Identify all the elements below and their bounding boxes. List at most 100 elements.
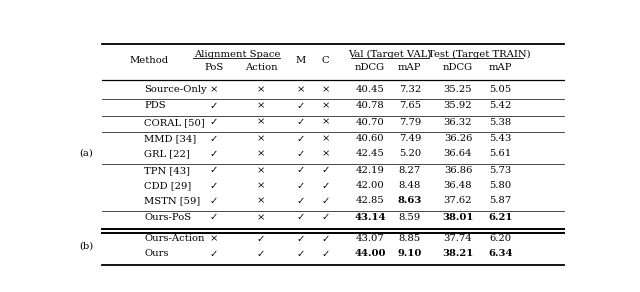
Text: 5.38: 5.38 [490, 118, 512, 127]
Text: 5.73: 5.73 [490, 166, 512, 175]
Text: 8.85: 8.85 [399, 234, 421, 243]
Text: CDD [29]: CDD [29] [145, 181, 192, 190]
Text: ✓: ✓ [257, 234, 265, 244]
Text: ×: × [210, 85, 218, 94]
Text: 6.20: 6.20 [490, 234, 511, 243]
Text: ×: × [257, 134, 265, 143]
Text: Val (Target VAL): Val (Target VAL) [348, 50, 432, 59]
Text: nDCG: nDCG [443, 63, 473, 72]
Text: ✓: ✓ [321, 234, 330, 244]
Text: 5.42: 5.42 [490, 101, 512, 110]
Text: ✓: ✓ [296, 165, 305, 175]
Text: 36.64: 36.64 [444, 150, 472, 159]
Text: 37.74: 37.74 [444, 234, 472, 243]
Text: 35.25: 35.25 [444, 85, 472, 94]
Text: 40.60: 40.60 [356, 134, 385, 143]
Text: M: M [296, 56, 306, 65]
Text: 9.10: 9.10 [397, 249, 422, 258]
Text: 36.48: 36.48 [444, 181, 472, 190]
Text: C: C [322, 56, 330, 65]
Text: CORAL [50]: CORAL [50] [145, 118, 205, 127]
Text: 42.85: 42.85 [356, 197, 385, 206]
Text: ×: × [257, 197, 265, 206]
Text: ✓: ✓ [210, 249, 218, 259]
Text: ×: × [321, 150, 330, 159]
Text: ✓: ✓ [210, 196, 218, 206]
Text: 5.87: 5.87 [490, 197, 512, 206]
Text: 36.86: 36.86 [444, 166, 472, 175]
Text: ✓: ✓ [257, 249, 265, 259]
Text: ✓: ✓ [296, 234, 305, 244]
Text: Ours-PoS: Ours-PoS [145, 213, 191, 222]
Text: ✓: ✓ [321, 196, 330, 206]
Text: ✓: ✓ [296, 181, 305, 191]
Text: ×: × [321, 118, 330, 127]
Text: ×: × [210, 234, 218, 243]
Text: ✓: ✓ [210, 149, 218, 159]
Text: ×: × [257, 150, 265, 159]
Text: ×: × [257, 118, 265, 127]
Text: ×: × [257, 181, 265, 190]
Text: 40.45: 40.45 [356, 85, 385, 94]
Text: ✓: ✓ [296, 212, 305, 223]
Text: ✓: ✓ [321, 181, 330, 191]
Text: ✓: ✓ [210, 212, 218, 223]
Text: 42.00: 42.00 [356, 181, 385, 190]
Text: ✓: ✓ [321, 212, 330, 223]
Text: 7.49: 7.49 [399, 134, 421, 143]
Text: 5.20: 5.20 [399, 150, 421, 159]
Text: GRL [22]: GRL [22] [145, 150, 190, 159]
Text: ✓: ✓ [296, 196, 305, 206]
Text: 7.79: 7.79 [399, 118, 421, 127]
Text: ✓: ✓ [321, 249, 330, 259]
Text: 8.63: 8.63 [397, 197, 422, 206]
Text: 37.62: 37.62 [444, 197, 472, 206]
Text: Method: Method [130, 56, 169, 65]
Text: PoS: PoS [204, 63, 223, 72]
Text: 36.26: 36.26 [444, 134, 472, 143]
Text: 8.27: 8.27 [399, 166, 421, 175]
Text: mAP: mAP [489, 63, 513, 72]
Text: 42.45: 42.45 [356, 150, 385, 159]
Text: ×: × [257, 85, 265, 94]
Text: 44.00: 44.00 [355, 249, 386, 258]
Text: mAP: mAP [398, 63, 422, 72]
Text: 7.32: 7.32 [399, 85, 421, 94]
Text: 43.14: 43.14 [355, 213, 386, 222]
Text: 42.19: 42.19 [356, 166, 385, 175]
Text: ×: × [257, 101, 265, 110]
Text: Ours: Ours [145, 249, 169, 258]
Text: ✓: ✓ [296, 101, 305, 111]
Text: 8.59: 8.59 [399, 213, 421, 222]
Text: 38.01: 38.01 [442, 213, 474, 222]
Text: 5.43: 5.43 [490, 134, 512, 143]
Text: Ours-Action: Ours-Action [145, 234, 205, 243]
Text: ×: × [321, 85, 330, 94]
Text: (a): (a) [79, 149, 93, 158]
Text: ×: × [321, 101, 330, 110]
Text: 6.34: 6.34 [488, 249, 513, 258]
Text: Test (Target TRAIN): Test (Target TRAIN) [428, 50, 531, 59]
Text: 5.80: 5.80 [490, 181, 512, 190]
Text: ✓: ✓ [296, 249, 305, 259]
Text: 40.70: 40.70 [356, 118, 385, 127]
Text: 5.05: 5.05 [490, 85, 512, 94]
Text: 40.78: 40.78 [356, 101, 385, 110]
Text: 38.21: 38.21 [442, 249, 474, 258]
Text: 5.61: 5.61 [490, 150, 512, 159]
Text: ✓: ✓ [296, 134, 305, 144]
Text: ✓: ✓ [321, 165, 330, 175]
Text: 7.65: 7.65 [399, 101, 421, 110]
Text: (b): (b) [79, 242, 93, 251]
Text: ✓: ✓ [210, 134, 218, 144]
Text: Source-Only: Source-Only [145, 85, 207, 94]
Text: ✓: ✓ [210, 117, 218, 127]
Text: ×: × [257, 166, 265, 175]
Text: ✓: ✓ [210, 101, 218, 111]
Text: Action: Action [244, 63, 277, 72]
Text: Alignment Space: Alignment Space [194, 50, 281, 59]
Text: ✓: ✓ [296, 149, 305, 159]
Text: 43.07: 43.07 [356, 234, 385, 243]
Text: ✓: ✓ [296, 117, 305, 127]
Text: ✓: ✓ [210, 181, 218, 191]
